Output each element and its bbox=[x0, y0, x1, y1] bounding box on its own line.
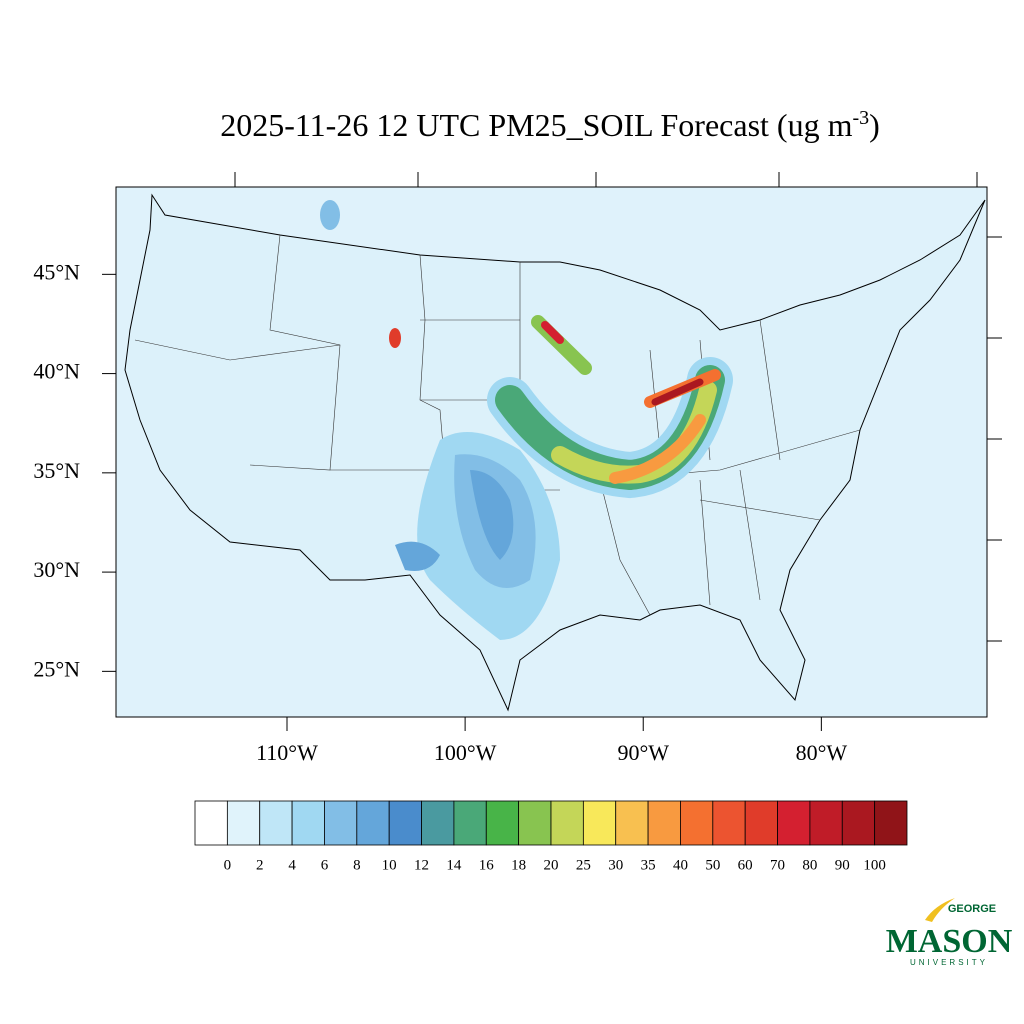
colorbar-box bbox=[421, 800, 455, 846]
colorbar-box bbox=[518, 800, 552, 846]
colorbar-box bbox=[809, 800, 843, 846]
y-tick-label: 25°N bbox=[33, 656, 80, 681]
colorbar-box bbox=[777, 800, 811, 846]
colorbar-box bbox=[615, 800, 649, 846]
colorbar-label: 18 bbox=[511, 857, 526, 873]
logo-top: GEORGE bbox=[948, 903, 996, 915]
map-frame bbox=[115, 186, 988, 718]
colorbar-box bbox=[841, 800, 876, 846]
x-tick-label: 90°W bbox=[617, 740, 669, 765]
y-tick-label: 40°N bbox=[33, 359, 80, 384]
colorbar-box bbox=[550, 800, 584, 846]
colorbar-box bbox=[582, 800, 617, 846]
colorbar-box bbox=[324, 800, 358, 846]
x-tick-label: 100°W bbox=[434, 740, 497, 765]
colorbar-label: 2 bbox=[256, 857, 264, 873]
title-text: 2025-11-26 12 UTC PM25_SOIL Forecast (ug… bbox=[220, 107, 852, 143]
colorbar-label: 10 bbox=[382, 857, 397, 873]
y-tick-label: 30°N bbox=[33, 557, 80, 582]
colorbar-box bbox=[647, 800, 681, 846]
y-tick-label: 45°N bbox=[33, 259, 80, 284]
colorbar-box bbox=[744, 800, 778, 846]
colorbar-box bbox=[453, 800, 487, 846]
colorbar-box bbox=[680, 800, 714, 846]
colorbar-label: 12 bbox=[414, 857, 429, 873]
frame-ticks bbox=[234, 172, 1002, 642]
colorbar-label: 20 bbox=[544, 857, 559, 873]
colorbar-label: 14 bbox=[446, 857, 462, 873]
colorbar-label: 25 bbox=[576, 857, 591, 873]
colorbar-box bbox=[259, 800, 293, 846]
colorbar-box bbox=[194, 800, 228, 846]
colorbar-box bbox=[485, 800, 520, 846]
colorbar-label: 35 bbox=[641, 857, 656, 873]
gmu-logo: GEORGE MASON UNIVERSITY bbox=[886, 898, 1013, 967]
colorbar-label: 0 bbox=[224, 857, 232, 873]
title-superscript: -3 bbox=[852, 107, 869, 129]
x-tick-label: 110°W bbox=[256, 740, 318, 765]
colorbar-label: 40 bbox=[673, 857, 688, 873]
map-title: 2025-11-26 12 UTC PM25_SOIL Forecast (ug… bbox=[220, 107, 880, 143]
colorbar-label: 70 bbox=[770, 857, 785, 873]
colorbar-label: 100 bbox=[863, 857, 886, 873]
colorbar-box bbox=[388, 800, 422, 846]
colorbar-box bbox=[874, 800, 908, 846]
title-close: ) bbox=[869, 107, 880, 143]
colorbar-label: 50 bbox=[705, 857, 720, 873]
colorbar-box bbox=[356, 800, 390, 846]
logo-main: MASON bbox=[886, 923, 1013, 960]
colorbar-label: 90 bbox=[835, 857, 850, 873]
colorbar-label: 6 bbox=[321, 857, 329, 873]
pm25-plume bbox=[320, 200, 733, 640]
map-area bbox=[115, 172, 1002, 718]
colorbar-label: 80 bbox=[802, 857, 817, 873]
colorbar-box bbox=[226, 800, 261, 846]
logo-bottom: UNIVERSITY bbox=[910, 958, 988, 967]
colorbar-label: 4 bbox=[288, 857, 296, 873]
colorbar-label: 16 bbox=[479, 857, 495, 873]
x-tick-label: 80°W bbox=[796, 740, 848, 765]
colorbar-box bbox=[712, 800, 746, 846]
colorbar: 0 2 4 6 8 10 12 14 16 18 20 25 30 35 40 50 60 70 80 90 100 bbox=[194, 800, 908, 873]
colorbar-box bbox=[291, 800, 325, 846]
colorbar-label: 30 bbox=[608, 857, 623, 873]
colorbar-label: 60 bbox=[738, 857, 753, 873]
colorbar-label: 8 bbox=[353, 857, 361, 873]
y-tick-label: 35°N bbox=[33, 458, 80, 483]
